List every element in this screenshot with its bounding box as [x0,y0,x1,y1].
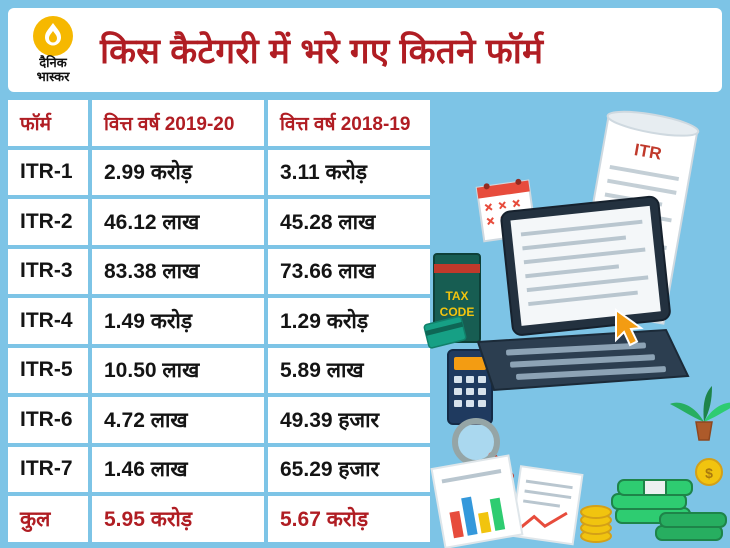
itr-forms-table: फॉर्म वित्त वर्ष 2019-20 वित्त वर्ष 2018-1… [8,100,430,542]
logo-line1: दैनिक [39,54,67,70]
laptop [476,195,690,392]
value-fy2019-20: 4.72 लाख [92,397,264,443]
value-fy2019-20: 2.99 करोड़ [92,149,264,195]
credit-card-icon [423,315,467,349]
column-header-form: फॉर्म [8,100,88,146]
row-form-label: ITR-1 [8,149,88,195]
logo-flame-icon [33,15,73,56]
value-fy2019-20: 83.38 लाख [92,248,264,294]
logo-line2: भास्कर [36,69,70,84]
value-fy2018-19: 5.67 करोड़ [268,496,430,542]
row-form-label: ITR-7 [8,446,88,492]
value-fy2018-19: 45.28 लाख [268,199,430,245]
itr-document-label: ITR [633,140,663,163]
plant-icon [670,386,730,441]
value-fy2019-20: 46.12 लाख [92,199,264,245]
header-bar: दैनिक भास्कर किस कैटेगरी में भरे गए कितन… [8,8,722,92]
coins: $ [580,458,723,543]
tax-book-line1: TAX [445,289,468,303]
logo-text: दैनिक भास्कर [36,54,70,85]
tax-illustration: ITR [420,104,730,548]
value-fy2018-19: 49.39 हजार [268,397,430,443]
value-fy2018-19: 3.11 करोड़ [268,149,430,195]
calculator-icon [447,349,493,425]
tax-book-line2: CODE [440,305,475,319]
row-form-label: ITR-4 [8,298,88,344]
cursor-arrow-icon [615,308,644,347]
row-form-label: ITR-2 [8,199,88,245]
dainik-bhaskar-logo: दैनिक भास्कर [20,15,86,85]
value-fy2019-20: 10.50 लाख [92,347,264,393]
row-form-label: ITR-6 [8,397,88,443]
row-form-label: ITR-3 [8,248,88,294]
value-fy2019-20: 1.46 लाख [92,446,264,492]
value-fy2018-19: 1.29 करोड़ [268,298,430,344]
chart-papers [430,454,584,548]
value-fy2019-20: 1.49 करोड़ [92,298,264,344]
column-header-fy: वित्त वर्ष 2019-20 [92,100,264,146]
value-fy2019-20: 5.95 करोड़ [92,496,264,542]
value-fy2018-19: 73.66 लाख [268,248,430,294]
column-header-fy: वित्त वर्ष 2018-19 [268,100,430,146]
value-fy2018-19: 65.29 हजार [268,446,430,492]
coin-dollar-symbol: $ [705,465,713,481]
row-form-label: ITR-5 [8,347,88,393]
page-title: किस कैटेगरी में भरे गए कितने फॉर्म [100,31,544,71]
tax-illustration-svg: ITR [423,110,730,548]
money-stack [611,479,727,541]
row-form-label: कुल [8,496,88,542]
value-fy2018-19: 5.89 लाख [268,347,430,393]
